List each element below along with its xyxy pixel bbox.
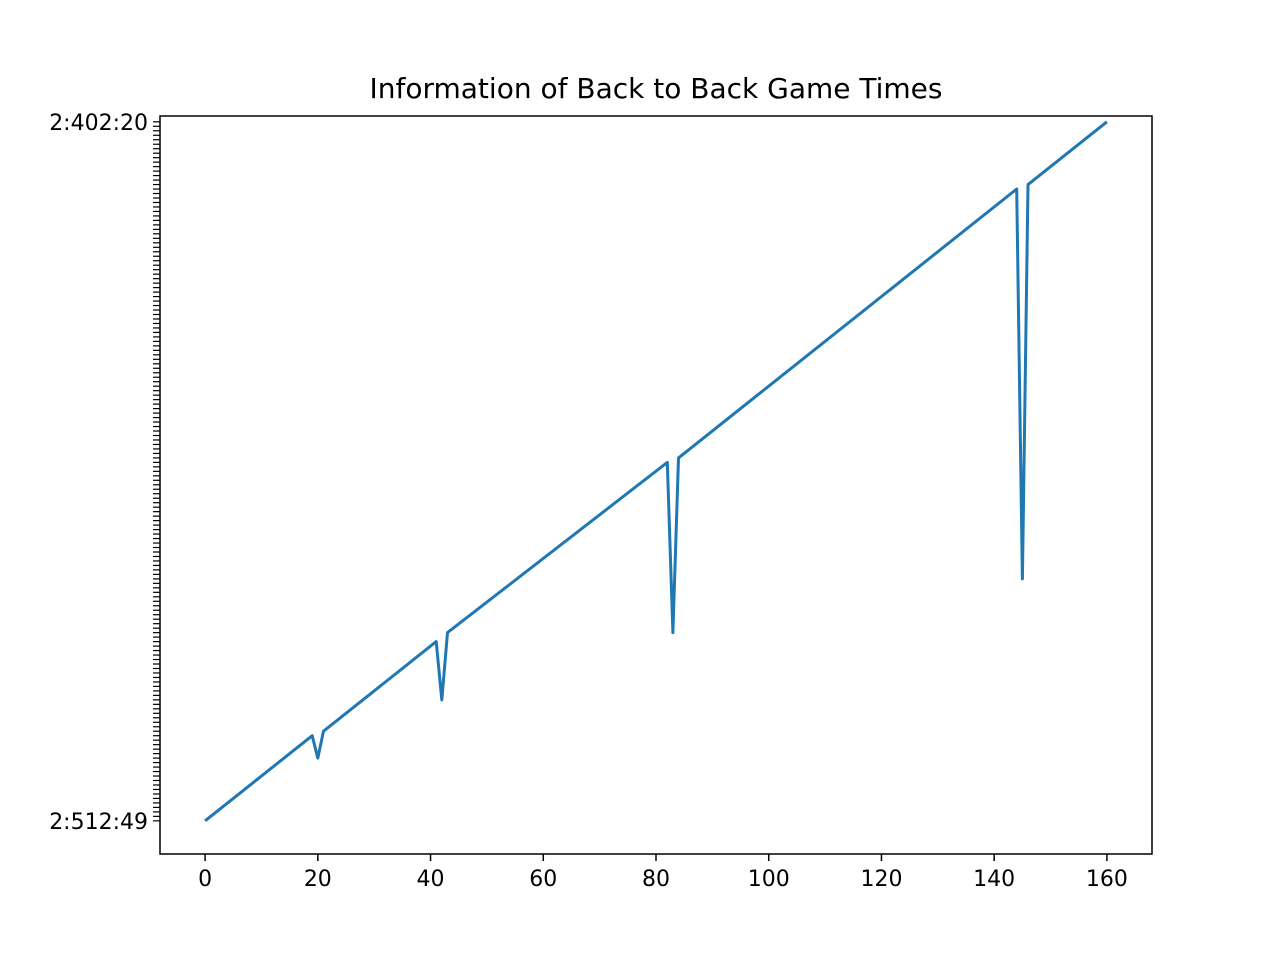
plot-area-frame — [159, 115, 1153, 855]
x-tick-label: 120 — [860, 867, 902, 892]
x-tick-label: 60 — [529, 867, 557, 892]
series-line — [204, 120, 1108, 822]
x-tick-label: 80 — [642, 867, 670, 892]
x-tick-label: 140 — [973, 867, 1015, 892]
x-tick-label: 40 — [417, 867, 445, 892]
y-axis-ticks: 2:402:20 2:512:49 — [49, 111, 160, 835]
chart-title: Information of Back to Back Game Times — [369, 72, 942, 105]
y-tick-label: 2:512:49 — [49, 810, 148, 835]
x-tick-label: 100 — [748, 867, 790, 892]
y-tick-label: 2:402:20 — [49, 111, 148, 136]
x-tick-label: 20 — [304, 867, 332, 892]
x-axis-ticks: 0 20 40 60 80 100 120 140 160 — [198, 854, 1128, 892]
x-tick-label: 160 — [1086, 867, 1128, 892]
x-tick-label: 0 — [198, 867, 212, 892]
